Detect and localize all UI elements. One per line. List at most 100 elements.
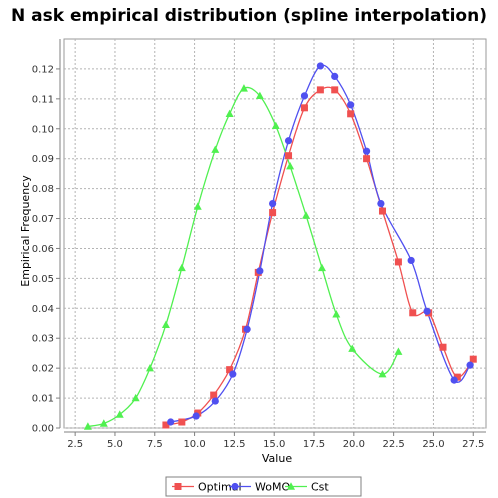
legend-marker-optimal [174, 483, 182, 490]
data-point-optimal [300, 104, 308, 112]
legend-marker-womo [231, 482, 239, 491]
data-point-womo [167, 418, 175, 426]
data-point-cst [161, 320, 170, 328]
legend: Optimal WoMO Cst [165, 476, 362, 497]
data-point-womo [243, 325, 251, 333]
data-point-womo [269, 199, 277, 208]
data-point-optimal [439, 343, 447, 351]
data-point-cst [286, 161, 295, 170]
x-tick-label: 2.5 [67, 439, 83, 450]
plot-area [63, 38, 487, 429]
data-point-womo [316, 62, 324, 70]
data-point-cst [115, 410, 124, 418]
grid [64, 39, 486, 429]
data-point-cst [317, 263, 326, 272]
data-point-cst [83, 422, 92, 430]
y-axis: 0.00 0.01 0.02 0.03 0.04 0.05 0.06 0.07 0.08 0.09… [32, 39, 61, 435]
y-tick-label: 0.03 [32, 334, 54, 345]
data-point-womo [300, 92, 309, 100]
legend-box [165, 476, 362, 497]
data-point-womo [450, 376, 458, 384]
data-point-optimal [378, 207, 386, 215]
series-points-womo [167, 62, 474, 426]
y-tick-label: 0.07 [32, 214, 54, 225]
chart-title: N ask empirical distribution (spline int… [11, 6, 487, 26]
data-point-cst [302, 211, 311, 219]
series-markers [83, 62, 477, 430]
data-point-optimal [394, 258, 402, 266]
data-point-womo [362, 147, 371, 155]
data-point-optimal [162, 421, 170, 429]
data-point-cst [239, 84, 248, 92]
y-tick-label: 0.08 [32, 184, 54, 195]
y-tick-label: 0.00 [32, 424, 54, 435]
data-point-cst [131, 393, 140, 402]
data-point-cst [177, 263, 186, 272]
data-point-optimal [178, 418, 186, 426]
x-tick-label: 20.0 [343, 439, 365, 450]
data-point-optimal [210, 391, 218, 399]
data-point-cst [271, 121, 280, 129]
data-point-cst [378, 369, 387, 378]
x-axis: 2.5 5.0 7.5 10.0 12.5 15.0 17.5 20.0 22.5 25.0 27.… [64, 431, 486, 450]
legend-label-cst: Cst [311, 481, 329, 494]
data-point-cst [145, 363, 154, 372]
y-tick-label: 0.04 [32, 304, 54, 315]
data-point-cst [255, 91, 264, 100]
data-point-optimal [331, 86, 339, 94]
data-point-cst [211, 145, 220, 153]
x-tick-label: 22.5 [383, 439, 405, 450]
legend-marker-cst [287, 482, 295, 490]
data-point-womo [423, 307, 431, 315]
x-tick-label: 27.5 [462, 439, 484, 450]
data-point-optimal [347, 110, 355, 118]
legend-label-womo: WoMO [255, 481, 290, 494]
data-point-womo [347, 101, 355, 109]
data-point-womo [377, 199, 385, 208]
y-tick-label: 0.12 [32, 64, 54, 75]
data-point-womo [331, 72, 339, 81]
x-tick-label: 15.0 [263, 439, 285, 450]
x-tick-label: 17.5 [303, 439, 325, 450]
x-tick-label: 12.5 [223, 439, 245, 450]
y-tick-label: 0.10 [32, 124, 54, 135]
data-point-optimal [469, 355, 477, 363]
data-point-cst [193, 202, 202, 210]
y-axis-label: Empirical Frequency [19, 175, 32, 287]
x-axis-label: Value [262, 452, 292, 465]
data-point-womo [407, 256, 415, 265]
y-tick-label: 0.02 [32, 364, 54, 375]
x-tick-label: 7.5 [147, 439, 163, 450]
y-tick-label: 0.06 [32, 244, 54, 255]
series-points-cst [83, 84, 403, 430]
data-point-womo [466, 361, 474, 369]
data-point-cst [394, 347, 403, 355]
data-point-optimal [363, 155, 371, 163]
y-tick-label: 0.09 [32, 154, 54, 165]
series-line-cst [87, 86, 399, 428]
data-point-womo [211, 397, 219, 405]
data-point-optimal [285, 152, 293, 160]
data-point-womo [192, 412, 200, 420]
data-point-cst [225, 109, 234, 118]
y-tick-label: 0.01 [32, 394, 54, 405]
x-tick-label: 25.0 [422, 439, 444, 450]
data-point-optimal [453, 373, 461, 381]
plot-frame [63, 38, 487, 429]
data-point-cst [348, 344, 357, 352]
x-tick-label: 10.0 [183, 439, 205, 450]
data-point-cst [99, 419, 108, 427]
data-point-optimal [316, 86, 324, 94]
y-tick-label: 0.05 [32, 274, 54, 285]
data-point-optimal [226, 366, 234, 374]
data-point-optimal [409, 309, 417, 317]
x-tick-label: 5.0 [107, 439, 123, 450]
data-point-womo [284, 137, 293, 145]
data-point-womo [256, 267, 264, 275]
data-point-optimal [269, 209, 277, 217]
data-point-cst [332, 310, 341, 318]
y-tick-label: 0.11 [32, 94, 54, 105]
data-point-womo [229, 370, 237, 378]
legend-label-optimal: Optimal [198, 481, 242, 494]
